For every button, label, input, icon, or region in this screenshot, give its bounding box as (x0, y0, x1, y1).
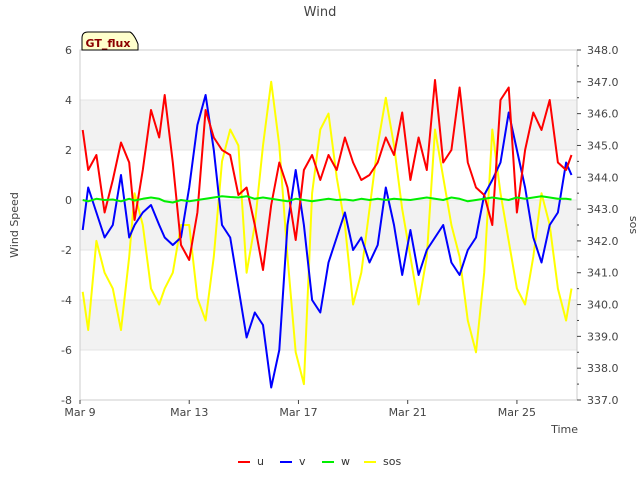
y-tick-label: 0 (65, 194, 72, 207)
grid-band (80, 300, 577, 350)
y-tick-label: 4 (65, 94, 72, 107)
y-tick-label: -6 (61, 344, 72, 357)
legend: u v w sos (238, 455, 401, 468)
series-line-u (81, 79, 573, 271)
y2-tick-label: 341.0 (587, 267, 619, 280)
grid-band (80, 250, 577, 300)
y2-axis-label: sos (627, 216, 640, 234)
x-tick-label: Mar 13 (170, 406, 208, 419)
legend-label-v: v (299, 455, 306, 468)
y-axis-label: Wind Speed (8, 192, 21, 258)
y2-tick-label: 340.0 (587, 299, 619, 312)
right-axis: 337.0 338.0 339.0 340.0 341.0 342.0 343.0 344.0… (577, 44, 619, 407)
series-lines (81, 79, 573, 389)
series-line-sos (81, 80, 573, 386)
y-tick-label: 6 (65, 44, 72, 57)
chart-title: Wind (304, 5, 337, 20)
x-axis: Mar 9 Mar 13 Mar 17 Mar 21 Mar 25 (64, 400, 536, 419)
x-tick-label: Mar 25 (498, 406, 536, 419)
x-tick-label: Mar 21 (389, 406, 427, 419)
left-axis: -8 -6 -4 -2 0 2 4 6 (61, 44, 72, 407)
y2-tick-label: 339.0 (587, 330, 619, 343)
grid-band (80, 350, 577, 400)
x-tick-label: Mar 9 (64, 406, 95, 419)
x-tick-label: Mar 17 (279, 406, 317, 419)
legend-label-u: u (257, 455, 264, 468)
series-line-v (81, 94, 573, 389)
y2-tick-label: 338.0 (587, 362, 619, 375)
legend-label-w: w (341, 455, 350, 468)
grid-bands (80, 50, 577, 401)
y2-tick-label: 348.0 (587, 44, 619, 57)
y2-tick-label: 342.0 (587, 235, 619, 248)
y-tick-label: -4 (61, 294, 72, 307)
y2-tick-label: 343.0 (587, 203, 619, 216)
grid-band (80, 50, 577, 100)
y2-tick-label: 345.0 (587, 139, 619, 152)
y2-tick-label: 344.0 (587, 171, 619, 184)
y-tick-label: -8 (61, 394, 72, 407)
y2-tick-label: 337.0 (587, 394, 619, 407)
station-badge-label: GT_flux (86, 37, 131, 50)
x-axis-label: Time (550, 423, 578, 436)
legend-label-sos: sos (383, 455, 401, 468)
station-badge: GT_flux (81, 31, 139, 51)
y2-tick-label: 346.0 (587, 108, 619, 121)
y-tick-label: -2 (61, 244, 72, 257)
series-line-w (82, 195, 572, 204)
y-tick-label: 2 (65, 144, 72, 157)
y2-tick-label: 347.0 (587, 76, 619, 89)
